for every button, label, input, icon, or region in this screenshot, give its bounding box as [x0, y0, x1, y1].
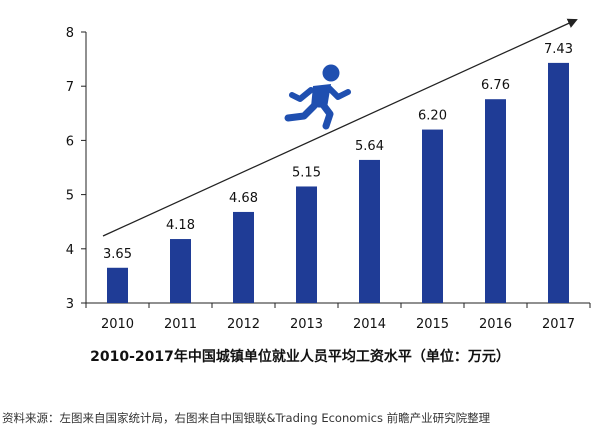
bar [485, 99, 506, 303]
bar [233, 211, 254, 303]
trend-arrow-line [102, 18, 578, 237]
y-tick-label: 7 [66, 80, 74, 95]
source-note: 资料来源：左图来自国家统计局，右图来自中国银联&Trading Economic… [2, 411, 491, 425]
runner-head [322, 64, 340, 82]
runner-back-leg [284, 102, 318, 122]
bar [107, 267, 128, 303]
data-label: 3.65 [103, 247, 132, 262]
bars [107, 62, 569, 304]
bar [296, 186, 317, 303]
x-tick-label: 2012 [227, 317, 260, 332]
chart-title: 2010-2017年中国城镇单位就业人员平均工资水平（单位：万元） [90, 349, 510, 365]
runner-front-leg [320, 102, 334, 130]
runner-front-arm [326, 85, 351, 100]
runner-torso [311, 84, 331, 108]
bar [359, 159, 380, 303]
data-label: 6.20 [418, 109, 447, 124]
bar [548, 62, 569, 304]
y-tick-label: 6 [66, 134, 74, 149]
y-tick-label: 4 [66, 243, 74, 258]
data-label: 5.15 [292, 165, 321, 180]
data-label: 5.64 [355, 139, 384, 154]
runner-back-arm [289, 87, 314, 102]
trend-arrow [102, 18, 578, 237]
bar [170, 239, 191, 303]
data-label: 6.76 [481, 78, 510, 93]
x-tick-label: 2017 [542, 317, 575, 332]
bar [422, 129, 443, 303]
x-tick-label: 2013 [290, 317, 323, 332]
data-labels: 3.65 4.18 4.68 5.15 5.64 6.20 6.76 7.43 [103, 42, 573, 262]
x-axis: 2010 2011 2012 2013 2014 2015 2016 2017 [85, 302, 591, 332]
x-tick-label: 2010 [101, 317, 134, 332]
x-tick-label: 2011 [164, 317, 197, 332]
x-tick-label: 2014 [353, 317, 386, 332]
y-tick-label: 8 [66, 26, 74, 41]
data-label: 4.18 [166, 218, 195, 233]
x-tick-label: 2016 [479, 317, 512, 332]
y-axis: 3 4 5 6 7 8 [66, 26, 87, 312]
running-person-icon [284, 64, 351, 130]
y-tick-label: 3 [66, 297, 74, 312]
y-tick-label: 5 [66, 189, 74, 204]
data-label: 7.43 [544, 42, 573, 57]
data-label: 4.68 [229, 191, 258, 206]
x-tick-label: 2015 [416, 317, 449, 332]
